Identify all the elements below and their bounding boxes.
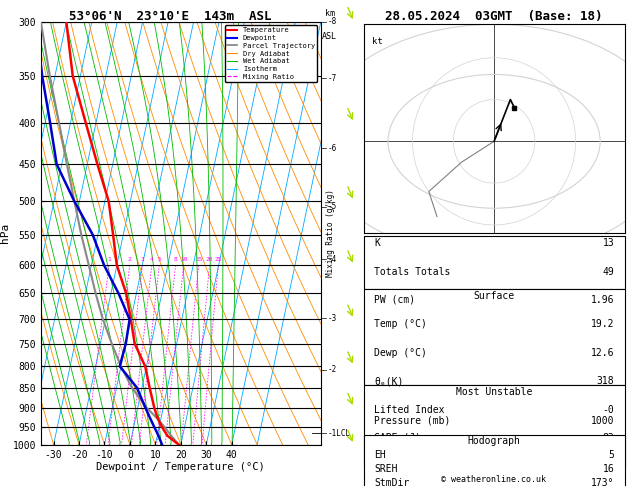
Text: PW (cm): PW (cm) xyxy=(374,295,415,305)
Text: Totals Totals: Totals Totals xyxy=(374,266,450,277)
Text: 1000: 1000 xyxy=(591,416,614,426)
Text: -4: -4 xyxy=(328,255,337,264)
Text: Lifted Index: Lifted Index xyxy=(374,472,445,483)
Text: -8: -8 xyxy=(328,17,337,26)
Text: ASL: ASL xyxy=(322,33,337,41)
Text: θₑ (K): θₑ (K) xyxy=(374,444,409,454)
X-axis label: Dewpoint / Temperature (°C): Dewpoint / Temperature (°C) xyxy=(96,462,265,472)
Text: 1: 1 xyxy=(108,257,111,262)
Text: 1.96: 1.96 xyxy=(591,295,614,305)
Text: Hodograph: Hodograph xyxy=(467,435,521,446)
Text: 8: 8 xyxy=(174,257,177,262)
Text: CIN (J): CIN (J) xyxy=(374,461,415,471)
Bar xyxy=(364,289,625,385)
Text: EH: EH xyxy=(374,450,386,460)
Text: km: km xyxy=(325,9,335,17)
Text: 10: 10 xyxy=(180,257,187,262)
Text: -1LCL: -1LCL xyxy=(328,429,351,438)
Text: 5: 5 xyxy=(608,450,614,460)
Text: 15: 15 xyxy=(195,257,203,262)
Text: -0: -0 xyxy=(603,472,614,483)
Text: -0: -0 xyxy=(603,404,614,415)
Text: θₑ(K): θₑ(K) xyxy=(374,376,403,386)
Bar xyxy=(364,236,625,289)
Text: -2: -2 xyxy=(328,365,337,374)
Text: K: K xyxy=(374,238,380,248)
Text: 104: 104 xyxy=(596,461,614,471)
Text: Most Unstable: Most Unstable xyxy=(456,387,532,397)
Text: 12.6: 12.6 xyxy=(591,348,614,358)
Text: Temp (°C): Temp (°C) xyxy=(374,319,427,330)
Text: 5: 5 xyxy=(157,257,161,262)
Text: 49: 49 xyxy=(603,266,614,277)
Legend: Temperature, Dewpoint, Parcel Trajectory, Dry Adiabat, Wet Adiabat, Isotherm, Mi: Temperature, Dewpoint, Parcel Trajectory… xyxy=(225,25,317,82)
Text: 3: 3 xyxy=(141,257,145,262)
Text: SREH: SREH xyxy=(374,464,398,473)
Text: -6: -6 xyxy=(328,144,337,153)
Text: kt: kt xyxy=(372,37,382,46)
Text: 20: 20 xyxy=(206,257,213,262)
Text: 4: 4 xyxy=(150,257,154,262)
Text: Pressure (mb): Pressure (mb) xyxy=(374,416,450,426)
Y-axis label: hPa: hPa xyxy=(0,223,9,243)
Text: Mixing Ratio (g/kg): Mixing Ratio (g/kg) xyxy=(326,190,335,277)
Text: Dewp (°C): Dewp (°C) xyxy=(374,348,427,358)
Text: 318: 318 xyxy=(596,376,614,386)
Text: 319: 319 xyxy=(596,444,614,454)
Text: -7: -7 xyxy=(328,73,337,83)
Text: 13: 13 xyxy=(603,238,614,248)
Text: 53°06'N  23°10'E  143m  ASL: 53°06'N 23°10'E 143m ASL xyxy=(69,10,271,23)
Text: 16: 16 xyxy=(603,464,614,473)
Text: Lifted Index: Lifted Index xyxy=(374,404,445,415)
Text: Surface: Surface xyxy=(474,291,515,301)
Text: 19.2: 19.2 xyxy=(591,319,614,330)
Text: 28.05.2024  03GMT  (Base: 18): 28.05.2024 03GMT (Base: 18) xyxy=(385,10,603,23)
Bar xyxy=(364,385,625,467)
Text: 2: 2 xyxy=(128,257,131,262)
Text: -3: -3 xyxy=(328,314,337,323)
Text: CAPE (J): CAPE (J) xyxy=(374,433,421,443)
Text: © weatheronline.co.uk: © weatheronline.co.uk xyxy=(442,474,546,484)
Text: StmDir: StmDir xyxy=(374,478,409,486)
Text: -5: -5 xyxy=(328,202,337,211)
Text: 173°: 173° xyxy=(591,478,614,486)
Text: 83: 83 xyxy=(603,433,614,443)
Text: 25: 25 xyxy=(214,257,222,262)
